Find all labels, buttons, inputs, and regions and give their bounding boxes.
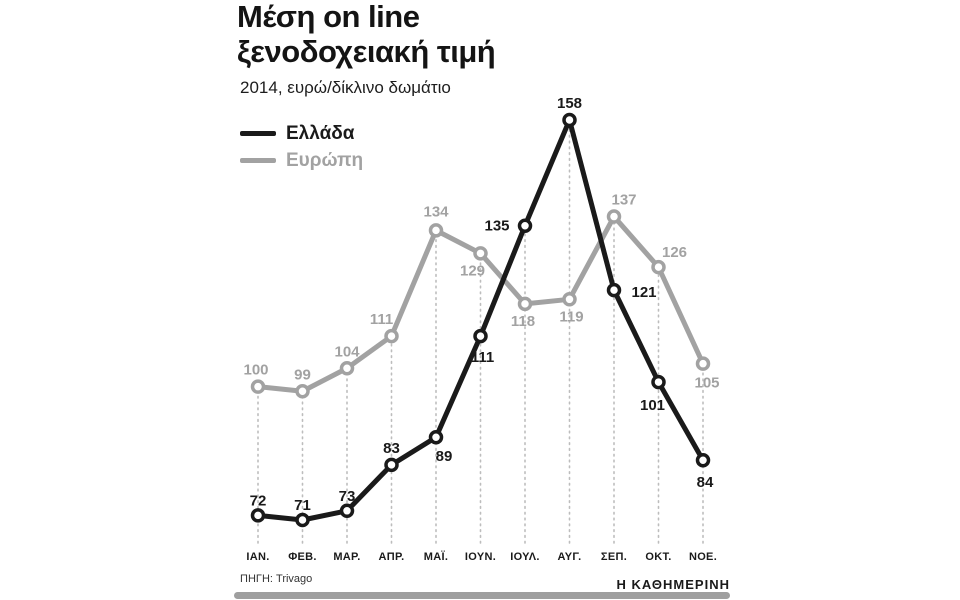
x-axis-label: ΝΟΕ. [689, 551, 717, 563]
data-point-europe [339, 361, 355, 376]
value-label-europe: 99 [294, 366, 311, 383]
value-label-europe: 100 [243, 362, 268, 379]
chart-title-line2: ξενοδοχειακή τιμή [237, 33, 496, 69]
value-label-greece: 121 [631, 284, 656, 301]
x-axis-label: ΦΕΒ. [288, 551, 317, 563]
data-point-europe [295, 384, 310, 399]
data-point-europe [606, 209, 622, 224]
footer-bar [234, 592, 730, 599]
value-label-greece: 72 [250, 492, 267, 509]
x-axis-label: ΣΕΠ. [601, 551, 627, 563]
value-label-europe: 111 [370, 311, 393, 328]
legend-swatch-greece [240, 131, 276, 136]
data-point-greece [473, 328, 488, 344]
value-label-europe: 134 [423, 203, 449, 220]
x-axis-label: ΜΑΡ. [333, 551, 360, 563]
value-label-greece: 111 [471, 349, 494, 366]
x-axis-label: ΙΑΝ. [246, 551, 269, 563]
chart-title-line1: Μέση on line [237, 0, 420, 34]
legend-label-greece: Ελλάδα [286, 122, 355, 144]
data-point-greece [517, 218, 533, 233]
legend-item-europe: Ευρώπη [240, 147, 363, 174]
data-point-greece [651, 374, 666, 390]
data-point-greece [339, 503, 355, 519]
value-label-greece: 73 [339, 488, 356, 505]
value-label-greece: 84 [697, 474, 714, 491]
data-point-europe [250, 379, 266, 394]
data-point-europe [517, 296, 533, 312]
legend-item-greece: Ελλάδα [240, 120, 363, 147]
data-point-europe [562, 292, 577, 307]
data-point-greece [295, 512, 310, 528]
x-axis-label: ΜΑΪ. [424, 550, 448, 563]
value-label-greece: 71 [294, 497, 311, 514]
x-axis-label: ΑΠΡ. [378, 551, 404, 563]
value-label-europe: 104 [334, 343, 360, 360]
value-label-europe: 129 [460, 262, 485, 279]
data-point-europe [695, 356, 711, 371]
x-axis-label: ΑΥΓ. [558, 551, 582, 563]
x-axis-label: ΙΟΥΛ. [510, 551, 540, 563]
value-label-europe: 119 [559, 308, 583, 325]
data-point-greece [384, 457, 399, 473]
value-label-europe: 118 [511, 313, 535, 330]
data-point-europe [651, 259, 666, 275]
value-label-europe: 126 [662, 244, 687, 261]
value-label-greece: 158 [557, 95, 582, 112]
data-point-greece [695, 452, 711, 468]
chart-title: Μέση on line ξενοδοχειακή τιμή [237, 0, 496, 69]
chart-subtitle: 2014, ευρώ/δίκλινο δωμάτιο [240, 78, 451, 97]
data-point-greece [250, 508, 266, 523]
data-point-greece [562, 112, 577, 128]
value-label-europe: 137 [611, 192, 636, 209]
x-axis-label: ΙΟΥΝ. [465, 551, 496, 563]
legend: Ελλάδα Ευρώπη [240, 120, 363, 174]
value-label-greece: 83 [383, 440, 400, 457]
source-note: ΠΗΓΗ: Trivago [240, 573, 313, 585]
value-label-greece: 101 [640, 397, 665, 414]
value-label-greece: 135 [484, 218, 509, 235]
data-point-europe [473, 246, 488, 261]
value-label-europe: 105 [694, 375, 719, 392]
legend-swatch-europe [240, 158, 276, 163]
data-point-greece [606, 282, 622, 298]
data-point-europe [428, 223, 444, 238]
data-point-europe [384, 328, 399, 344]
value-label-greece: 89 [436, 448, 453, 465]
x-axis-label: ΟΚΤ. [645, 551, 671, 563]
legend-label-europe: Ευρώπη [286, 149, 364, 171]
data-point-greece [428, 429, 444, 445]
publisher-brand: Η ΚΑΘΗΜΕΡΙΝΗ [616, 577, 730, 592]
